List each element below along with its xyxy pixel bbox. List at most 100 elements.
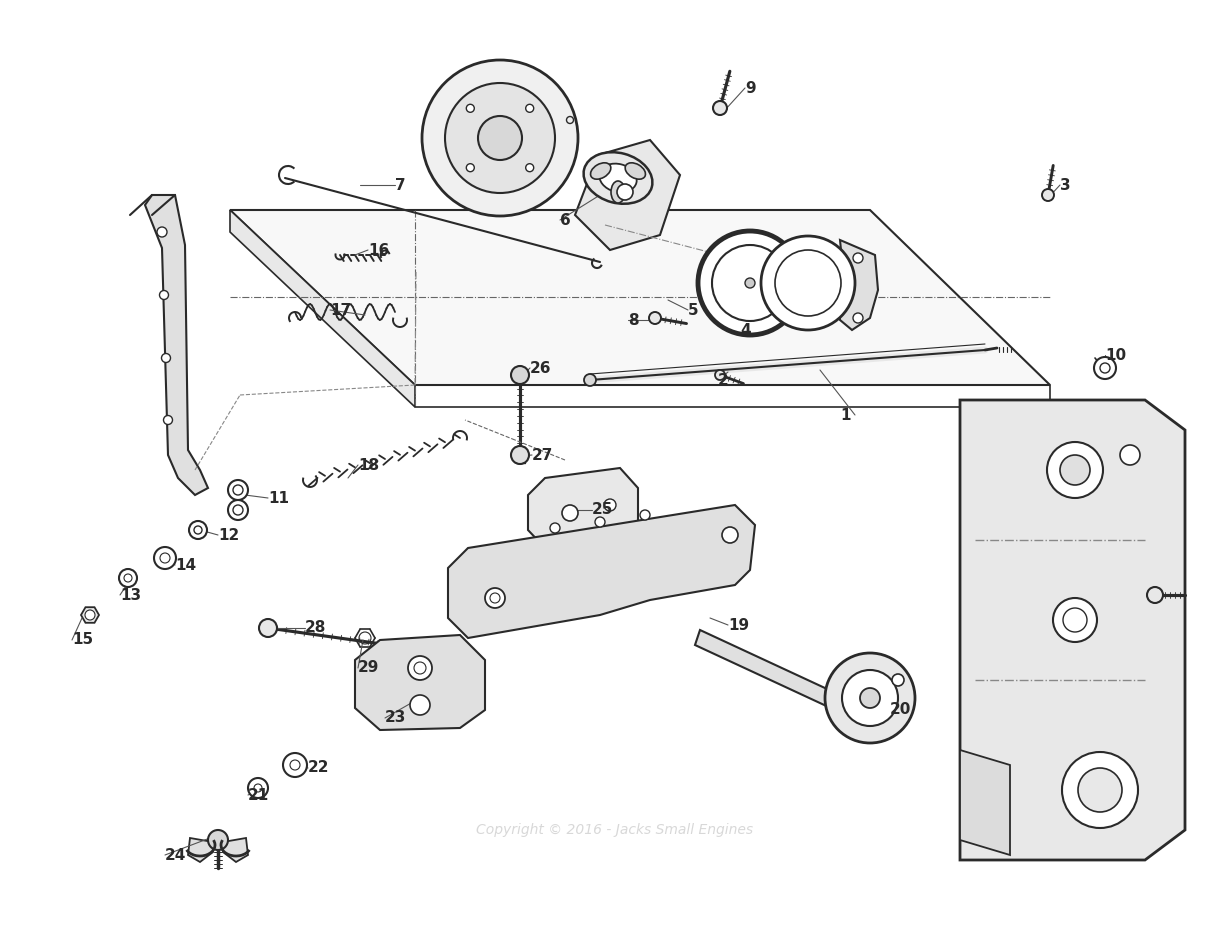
Circle shape [255,784,262,792]
Circle shape [283,753,308,777]
Text: 19: 19 [728,617,749,632]
Circle shape [415,662,426,674]
Circle shape [124,574,132,582]
Circle shape [825,653,915,743]
Circle shape [713,101,727,115]
Circle shape [208,830,228,850]
Circle shape [232,485,244,495]
Circle shape [852,253,863,263]
Circle shape [260,619,277,637]
Circle shape [525,105,534,112]
Polygon shape [574,140,680,250]
Text: 15: 15 [73,632,93,647]
Circle shape [584,374,597,386]
Circle shape [1100,363,1109,373]
Circle shape [761,236,855,330]
Polygon shape [230,210,1050,385]
Circle shape [189,521,207,539]
Circle shape [1061,752,1138,828]
Circle shape [485,588,506,608]
Polygon shape [838,240,878,330]
Circle shape [466,164,475,171]
Ellipse shape [599,163,637,193]
Circle shape [1063,608,1087,632]
Circle shape [617,184,633,200]
Text: 12: 12 [218,527,240,542]
Circle shape [843,670,898,726]
Circle shape [228,480,248,500]
Text: 23: 23 [385,710,406,726]
Polygon shape [188,838,213,862]
Circle shape [892,674,904,686]
Circle shape [410,695,430,715]
Circle shape [232,505,244,515]
Circle shape [1053,598,1097,642]
Circle shape [715,370,724,380]
Text: 6: 6 [560,212,571,227]
Text: 16: 16 [368,243,389,258]
Ellipse shape [590,163,611,179]
Circle shape [1093,357,1116,379]
Text: 28: 28 [305,620,326,636]
Circle shape [525,164,534,171]
Circle shape [160,553,170,563]
Ellipse shape [611,181,625,203]
Circle shape [1047,442,1103,498]
Circle shape [1042,189,1054,201]
Circle shape [712,245,788,321]
Text: 25: 25 [592,502,614,517]
Text: 17: 17 [330,302,351,318]
Circle shape [290,760,300,770]
Polygon shape [695,630,840,710]
Text: 22: 22 [308,760,330,776]
Text: 2: 2 [718,373,728,387]
Polygon shape [145,195,208,495]
Text: 8: 8 [629,312,638,327]
Ellipse shape [625,163,646,179]
Circle shape [478,116,522,160]
Circle shape [1077,768,1122,812]
Circle shape [194,526,202,534]
Circle shape [550,523,560,533]
Text: 1: 1 [840,408,850,423]
Circle shape [697,231,802,335]
Text: 27: 27 [533,448,554,463]
Polygon shape [528,468,638,548]
Circle shape [722,527,738,543]
Circle shape [745,278,755,288]
Circle shape [510,366,529,384]
Circle shape [164,415,172,425]
Polygon shape [355,635,485,730]
Text: 26: 26 [530,361,551,375]
Circle shape [512,367,528,383]
Circle shape [422,60,578,216]
Circle shape [595,517,605,527]
Polygon shape [959,400,1184,860]
Circle shape [445,83,555,193]
Text: 20: 20 [891,703,911,717]
Polygon shape [230,210,415,407]
Circle shape [640,510,649,520]
Text: 14: 14 [175,557,196,573]
Circle shape [562,505,578,521]
Text: 13: 13 [121,588,141,603]
Circle shape [157,227,167,237]
Circle shape [490,593,501,603]
Text: 18: 18 [358,458,379,473]
Circle shape [408,656,432,680]
Circle shape [228,500,248,520]
Polygon shape [223,838,248,862]
Circle shape [604,499,616,511]
Circle shape [775,250,841,316]
Circle shape [248,778,268,798]
Circle shape [1148,587,1164,603]
Polygon shape [959,750,1010,855]
Polygon shape [81,607,98,623]
Circle shape [466,105,475,112]
Ellipse shape [583,152,652,204]
Circle shape [649,312,661,324]
Circle shape [119,569,137,587]
Text: 11: 11 [268,490,289,505]
Text: 7: 7 [395,177,406,193]
Text: 21: 21 [248,788,269,803]
